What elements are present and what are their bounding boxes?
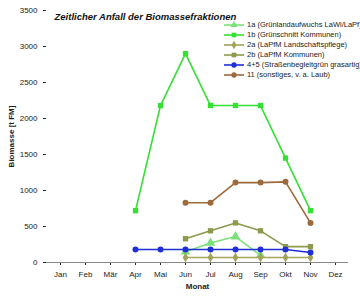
svg-text:0: 0 — [33, 258, 38, 267]
svg-text:Mai: Mai — [154, 270, 167, 279]
svg-text:Jan: Jan — [54, 270, 67, 279]
svg-text:Nov: Nov — [303, 270, 317, 279]
svg-text:Feb: Feb — [79, 270, 93, 279]
svg-text:Jul: Jul — [205, 270, 215, 279]
svg-text:2500: 2500 — [20, 78, 38, 87]
svg-text:1500: 1500 — [20, 150, 38, 159]
svg-text:Zeitlicher Anfall der Biomasse: Zeitlicher Anfall der Biomassefraktionen — [54, 11, 237, 22]
svg-text:1000: 1000 — [20, 186, 38, 195]
svg-text:3000: 3000 — [20, 42, 38, 51]
svg-text:Okt: Okt — [279, 270, 292, 279]
html-text:2b (LaPfM Kommunen): 2b (LaPfM Kommunen) — [247, 50, 325, 59]
svg-text:Biomasse [t FM]: Biomasse [t FM] — [7, 105, 16, 167]
svg-text:Jun: Jun — [179, 270, 192, 279]
svg-text:3500: 3500 — [20, 6, 38, 15]
svg-text:Dez: Dez — [328, 270, 342, 279]
svg-text:Mär: Mär — [104, 270, 118, 279]
svg-text:Monat: Monat — [186, 282, 210, 291]
svg-text:Sep: Sep — [253, 270, 268, 279]
html-text:2a (LaPfM Landschaftspflege): 2a (LaPfM Landschaftspflege) — [247, 40, 348, 49]
svg-text:Apr: Apr — [129, 270, 142, 279]
html-text:1b (Grünschnitt Kommunen): 1b (Grünschnitt Kommunen) — [247, 30, 342, 39]
svg-text:2000: 2000 — [20, 114, 38, 123]
svg-text:500: 500 — [24, 222, 38, 231]
html-text:11 (sonstiges, v. a. Laub): 11 (sonstiges, v. a. Laub) — [247, 70, 331, 79]
svg-text:Aug: Aug — [228, 270, 242, 279]
